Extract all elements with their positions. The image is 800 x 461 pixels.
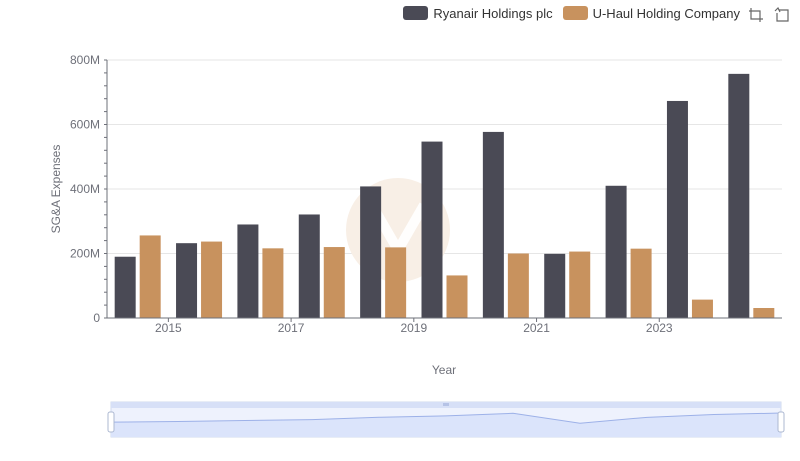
y-axis-ticks: 0 200M 400M 600M 800M [70,53,100,325]
bar-uhaul-2023[interactable] [691,299,713,318]
bar-uhaul-2019[interactable] [446,275,468,318]
x-tick-label: 2019 [400,321,427,335]
zoom-area [111,413,781,437]
legend-swatch-uhaul [562,6,588,20]
bar-ryanair-2017[interactable] [298,214,320,318]
bar-ryanair-2015[interactable] [176,243,198,318]
bar-uhaul-2015[interactable] [201,241,223,318]
bar-ryanair-2019[interactable] [421,141,443,318]
legend-item-ryanair[interactable]: Ryanair Holdings plc [403,5,553,21]
bar-ryanair-2021[interactable] [544,253,566,318]
legend-label-uhaul: U-Haul Holding Company [592,5,740,21]
bar-uhaul-2021[interactable] [569,251,591,318]
zoom-drag-grip[interactable] [443,403,449,406]
zoom-handle-left[interactable] [107,411,115,433]
axes [104,59,782,319]
zoom-line [110,412,782,424]
legend-label-ryanair: Ryanair Holdings plc [433,5,553,21]
y-tick-label: 0 [93,311,100,325]
bar-ryanair-2022[interactable] [605,185,627,318]
y-tick-label: 400M [70,182,100,196]
legend-item-uhaul[interactable]: U-Haul Holding Company [562,5,740,21]
x-tick-label: 2017 [278,321,305,335]
zoom-reset-icon[interactable] [774,7,790,23]
bar-uhaul-2016[interactable] [262,248,284,318]
y-tick-label: 600M [70,118,100,132]
bar-ryanair-2024[interactable] [728,73,750,319]
bar-series [114,73,775,319]
bar-ryanair-2020[interactable] [482,131,504,318]
data-zoom-slider[interactable] [107,401,785,438]
chart-legend: Ryanair Holdings plc U-Haul Holding Comp… [403,4,740,22]
y-tick-label: 200M [70,247,100,261]
x-tick-label: 2015 [155,321,182,335]
bar-uhaul-2017[interactable] [323,247,345,318]
bar-ryanair-2018[interactable] [360,186,382,318]
bar-uhaul-2020[interactable] [507,253,529,319]
bar-ryanair-2016[interactable] [237,224,259,318]
bar-uhaul-2018[interactable] [385,247,407,318]
bar-uhaul-2024[interactable] [753,308,775,318]
bar-ryanair-2014[interactable] [114,256,136,318]
bar-uhaul-2014[interactable] [139,235,161,318]
x-axis-title: Year [432,363,456,377]
y-tick-label: 800M [70,53,100,67]
zoom-handle-right[interactable] [777,411,785,433]
x-tick-label: 2021 [523,321,550,335]
x-tick-label: 2023 [646,321,673,335]
zoom-select-icon[interactable] [748,7,764,23]
bar-uhaul-2022[interactable] [630,248,652,318]
bar-ryanair-2023[interactable] [666,100,688,319]
x-axis-ticks: 2015 2017 2019 2021 2023 [155,318,673,335]
y-axis-title: SG&A Expenses [49,145,63,234]
chart-toolbox [748,7,790,23]
legend-swatch-ryanair [403,6,429,20]
